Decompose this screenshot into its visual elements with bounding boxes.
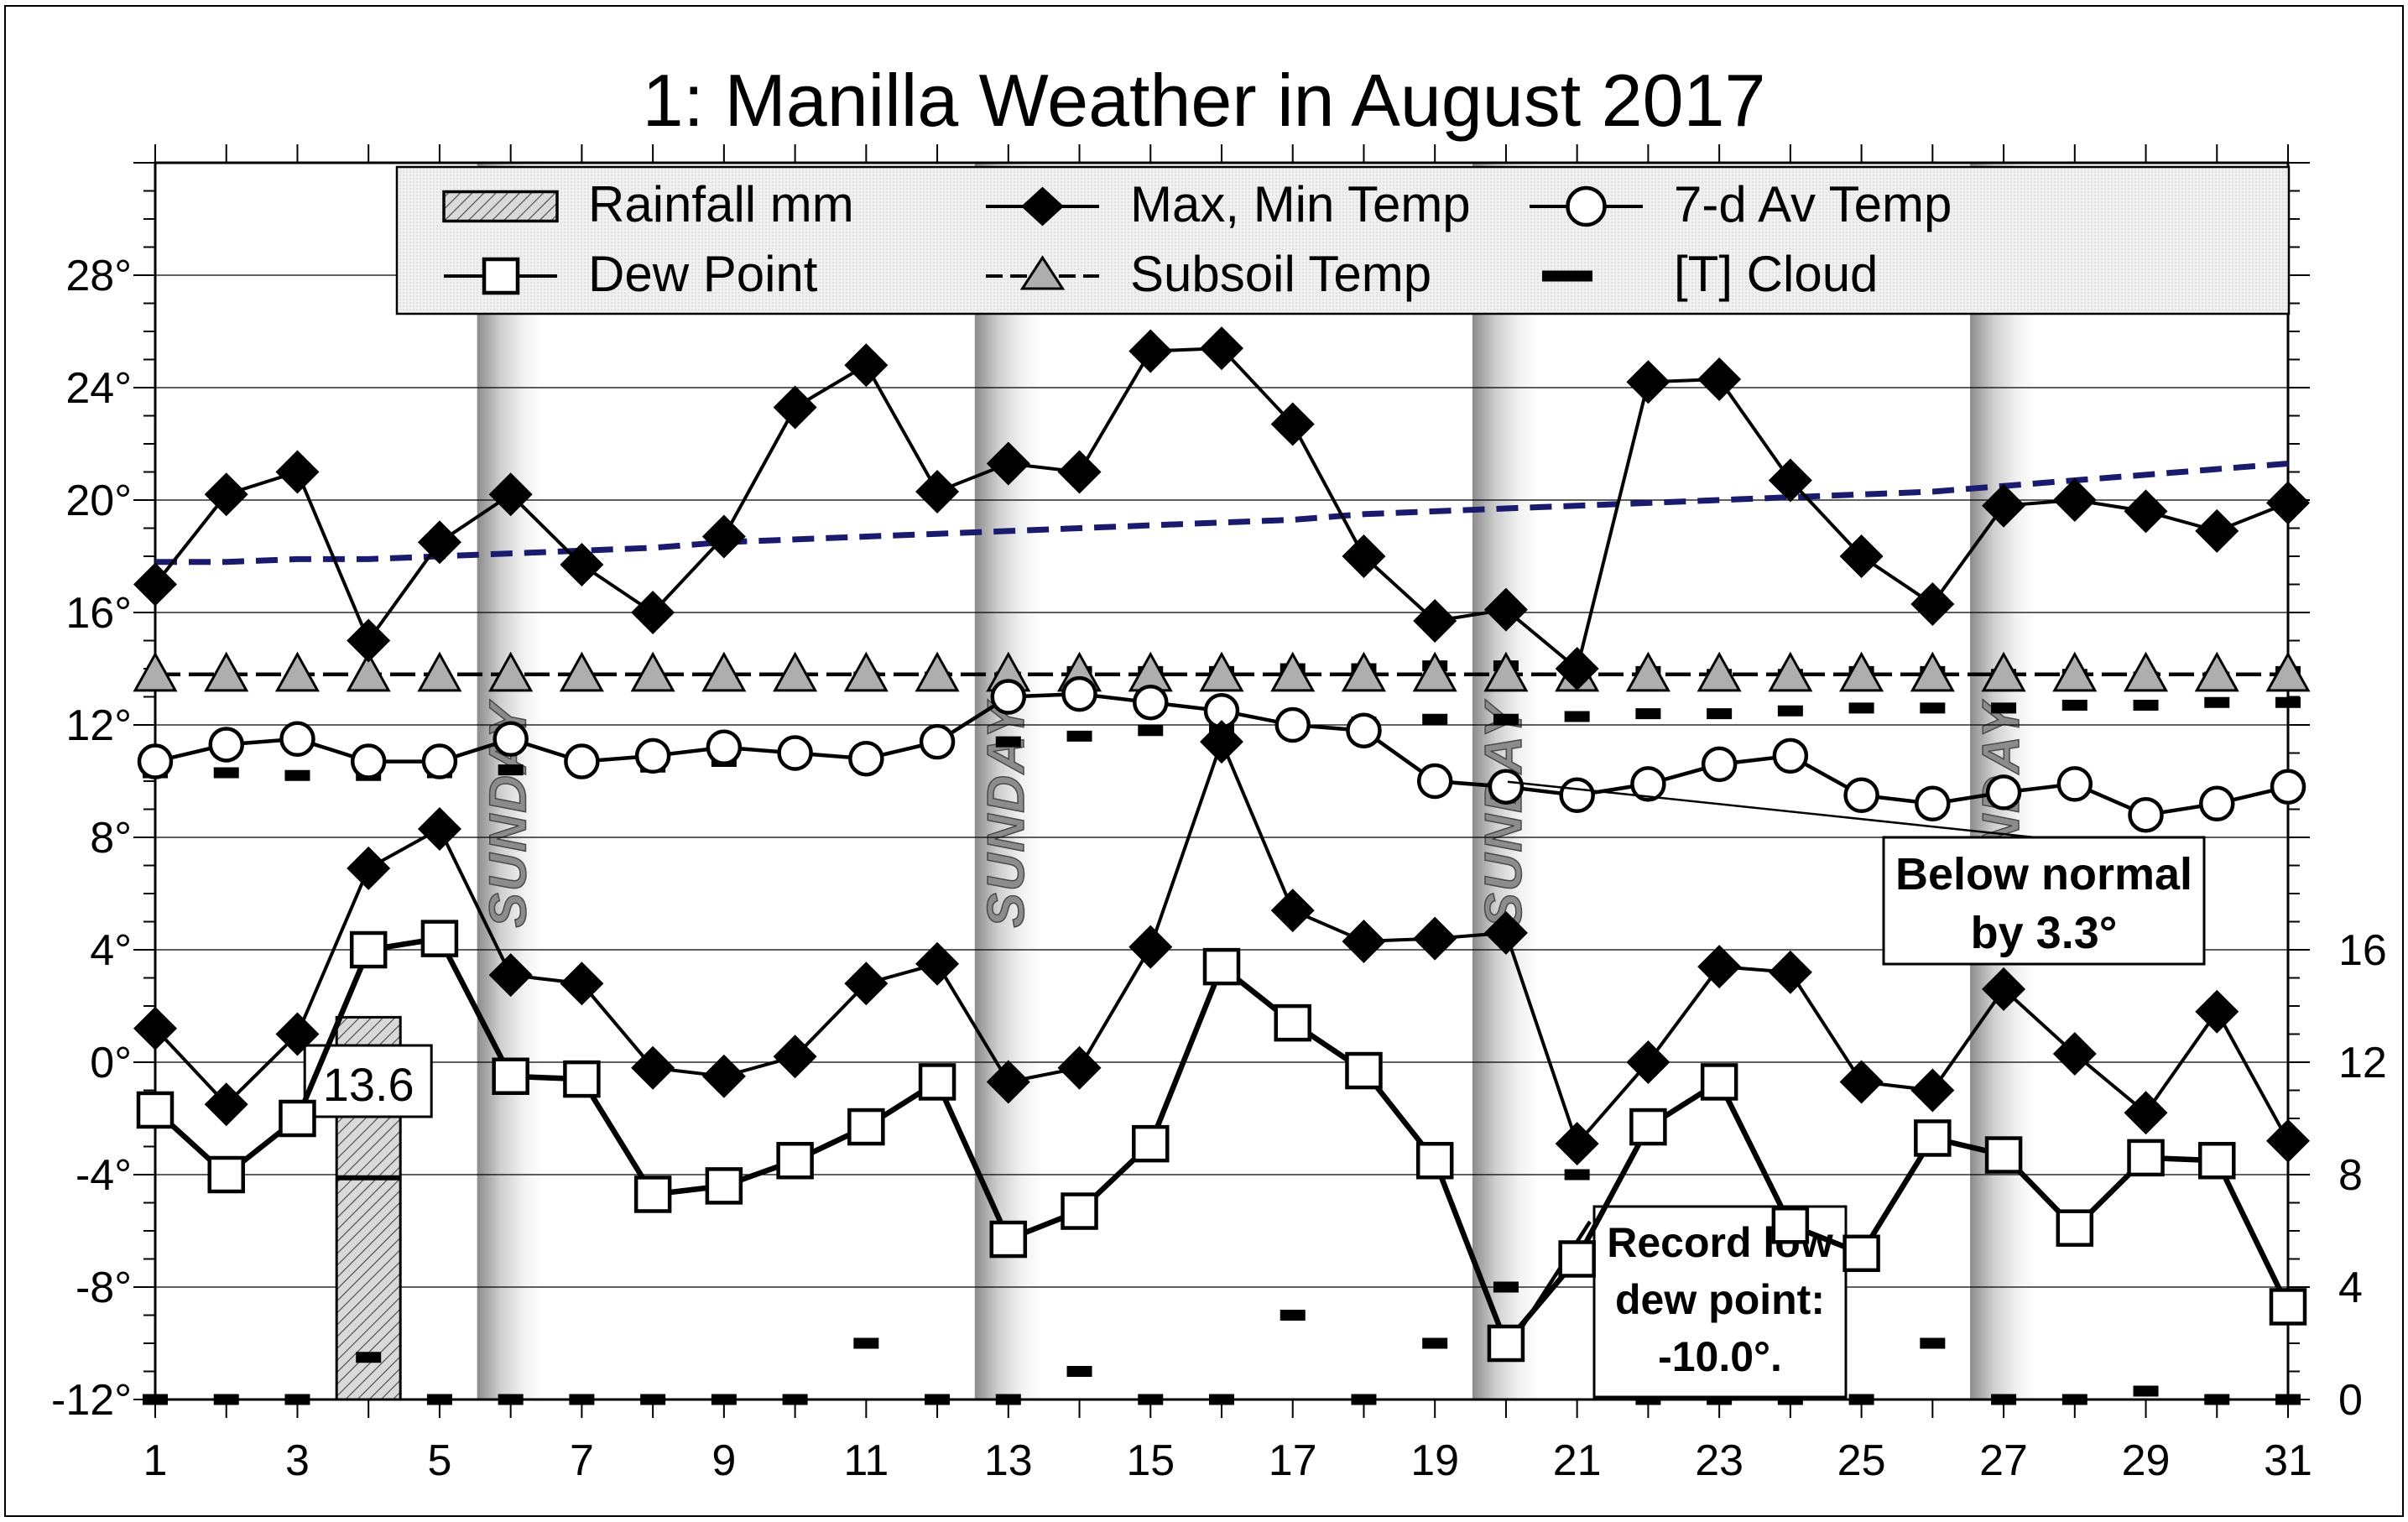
svg-text:SUNDAY: SUNDAY — [977, 699, 1035, 928]
svg-text:29: 29 — [2122, 1436, 2171, 1485]
svg-text:16: 16 — [2338, 926, 2387, 975]
svg-text:5: 5 — [427, 1436, 451, 1485]
svg-text:9: 9 — [711, 1436, 736, 1485]
svg-text:1: Manilla Weather in August 2: 1: Manilla Weather in August 2017 — [643, 59, 1766, 142]
svg-text:3: 3 — [285, 1436, 310, 1485]
svg-text:-8°: -8° — [76, 1264, 132, 1312]
svg-text:12: 12 — [2338, 1039, 2387, 1087]
svg-text:31: 31 — [2264, 1436, 2312, 1485]
svg-text:19: 19 — [1410, 1436, 1459, 1485]
svg-text:Rainfall mm: Rainfall mm — [588, 176, 854, 232]
svg-text:0: 0 — [2338, 1376, 2363, 1425]
svg-text:28°: 28° — [65, 252, 132, 300]
svg-text:8°: 8° — [90, 814, 132, 863]
svg-text:21: 21 — [1553, 1436, 1602, 1485]
svg-text:11: 11 — [843, 1436, 889, 1485]
svg-text:17: 17 — [1269, 1436, 1317, 1485]
svg-text:7: 7 — [570, 1436, 594, 1485]
svg-text:-12°: -12° — [51, 1376, 132, 1425]
svg-text:Subsoil Temp: Subsoil Temp — [1130, 246, 1431, 302]
svg-text:23: 23 — [1695, 1436, 1743, 1485]
svg-text:Below normal: Below normal — [1895, 849, 2192, 899]
svg-text:dew point:: dew point: — [1615, 1276, 1825, 1323]
svg-text:20°: 20° — [65, 477, 132, 525]
svg-text:4°: 4° — [90, 926, 132, 975]
svg-text:27: 27 — [1979, 1436, 2028, 1485]
svg-text:16°: 16° — [65, 589, 132, 638]
svg-text:8: 8 — [2338, 1151, 2363, 1200]
svg-text:12°: 12° — [65, 701, 132, 750]
svg-text:1: 1 — [143, 1436, 168, 1485]
svg-text:-10.0°.: -10.0°. — [1658, 1333, 1782, 1380]
svg-text:15: 15 — [1126, 1436, 1175, 1485]
svg-text:13: 13 — [984, 1436, 1033, 1485]
svg-text:7-d Av Temp: 7-d Av Temp — [1674, 176, 1952, 232]
svg-text:4: 4 — [2338, 1264, 2363, 1312]
svg-text:-4°: -4° — [76, 1151, 132, 1200]
svg-text:[T] Cloud: [T] Cloud — [1674, 246, 1878, 302]
svg-text:13.6: 13.6 — [323, 1058, 414, 1111]
svg-text:Dew Point: Dew Point — [588, 246, 818, 302]
svg-text:0°: 0° — [90, 1039, 132, 1087]
svg-text:by 3.3°: by 3.3° — [1971, 908, 2118, 958]
svg-text:25: 25 — [1837, 1436, 1886, 1485]
svg-text:24°: 24° — [65, 364, 132, 413]
svg-text:SUNDAY: SUNDAY — [1475, 699, 1533, 928]
svg-text:Max, Min Temp: Max, Min Temp — [1130, 176, 1471, 232]
